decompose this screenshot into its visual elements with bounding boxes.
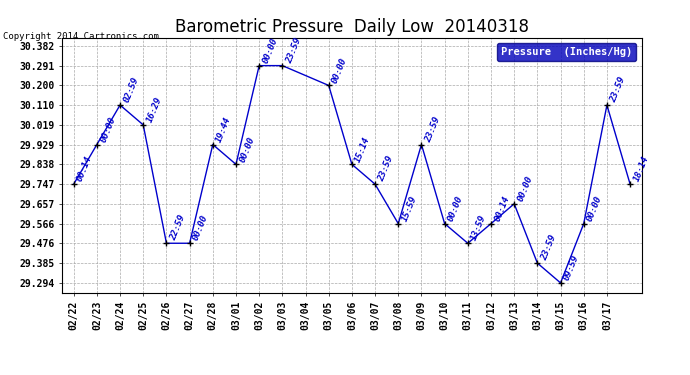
Text: 19:44: 19:44	[215, 115, 233, 143]
Text: 00:14: 00:14	[493, 194, 511, 222]
Text: 00:00: 00:00	[516, 174, 535, 203]
Text: 23:59: 23:59	[423, 115, 442, 143]
Text: 23:59: 23:59	[609, 76, 627, 104]
Text: 15:59: 15:59	[400, 194, 419, 222]
Text: 00:00: 00:00	[586, 194, 604, 222]
Text: 23:59: 23:59	[284, 36, 303, 64]
Text: 00:00: 00:00	[238, 135, 256, 163]
Text: 00:00: 00:00	[331, 56, 349, 84]
Text: 23:59: 23:59	[539, 234, 558, 262]
Title: Barometric Pressure  Daily Low  20140318: Barometric Pressure Daily Low 20140318	[175, 18, 529, 36]
Text: 00:00: 00:00	[191, 214, 210, 242]
Text: 16:29: 16:29	[145, 96, 164, 124]
Text: 00:00: 00:00	[446, 194, 465, 222]
Text: 13:59: 13:59	[470, 214, 488, 242]
Text: 00:00: 00:00	[99, 115, 117, 143]
Text: 02:59: 02:59	[122, 76, 140, 104]
Text: 18:14: 18:14	[632, 155, 651, 183]
Text: 23:59: 23:59	[377, 155, 395, 183]
Text: 15:14: 15:14	[354, 135, 372, 163]
Text: 22:59: 22:59	[168, 214, 187, 242]
Text: 00:14: 00:14	[75, 155, 94, 183]
Text: 00:00: 00:00	[261, 36, 279, 64]
Text: 09:59: 09:59	[562, 254, 581, 282]
Legend: Pressure  (Inches/Hg): Pressure (Inches/Hg)	[497, 43, 636, 61]
Text: Copyright 2014 Cartronics.com: Copyright 2014 Cartronics.com	[3, 32, 159, 41]
